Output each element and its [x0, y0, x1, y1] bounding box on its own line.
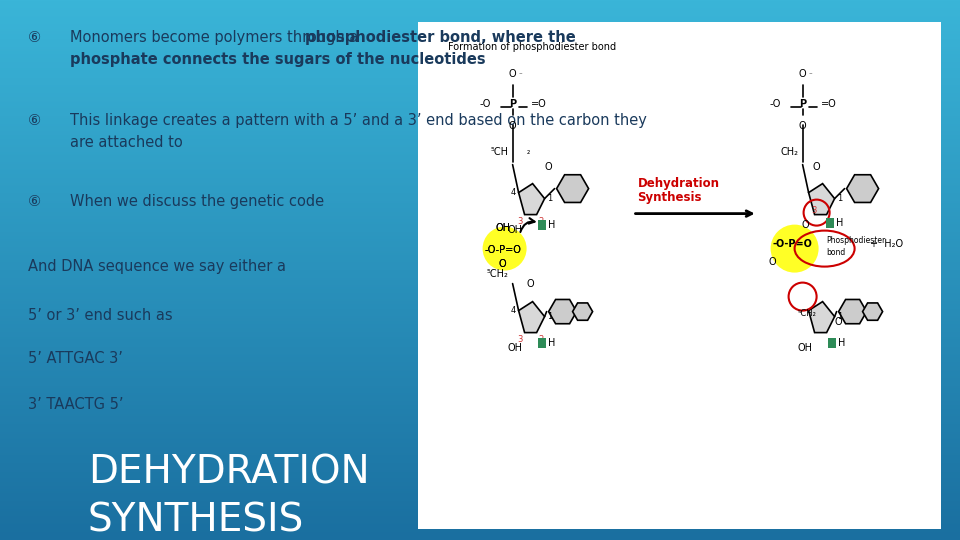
Text: O: O — [499, 259, 507, 268]
Text: O: O — [834, 316, 842, 327]
Bar — [828, 338, 835, 348]
Circle shape — [483, 227, 527, 271]
Text: are attached to: are attached to — [70, 136, 182, 151]
Text: phosphate connects the sugars of the nucleotides: phosphate connects the sugars of the nuc… — [70, 52, 486, 67]
Polygon shape — [572, 303, 592, 320]
Text: 5’ ATTGAC 3’: 5’ ATTGAC 3’ — [28, 351, 123, 366]
Polygon shape — [839, 300, 867, 323]
Text: ⑥: ⑥ — [28, 30, 41, 45]
Text: 4: 4 — [511, 188, 516, 197]
Text: O: O — [509, 120, 516, 131]
Text: phosphodiester bond, where the: phosphodiester bond, where the — [305, 30, 576, 45]
Text: OH: OH — [508, 225, 522, 234]
Text: ⁻: ⁻ — [518, 72, 522, 79]
Text: O: O — [799, 120, 806, 131]
Text: 3’ TAACTG 5’: 3’ TAACTG 5’ — [28, 397, 124, 412]
Text: H: H — [547, 220, 555, 229]
Text: 5’ or 3’ end such as: 5’ or 3’ end such as — [28, 308, 173, 323]
Text: O: O — [769, 256, 777, 267]
Text: 4: 4 — [511, 306, 516, 315]
Text: P: P — [799, 99, 806, 109]
Polygon shape — [548, 300, 577, 323]
Text: +  H₂O: + H₂O — [870, 239, 902, 248]
Text: O: O — [544, 161, 552, 172]
Polygon shape — [518, 302, 544, 333]
Circle shape — [771, 225, 819, 273]
Text: O: O — [527, 279, 534, 288]
Text: 3: 3 — [517, 217, 522, 226]
Text: OH: OH — [495, 222, 510, 233]
Text: O: O — [812, 161, 820, 172]
Text: H: H — [547, 338, 555, 348]
Text: 1: 1 — [546, 194, 552, 203]
Text: CH₂: CH₂ — [780, 146, 799, 157]
Polygon shape — [847, 175, 878, 202]
Text: ⁵CH: ⁵CH — [491, 146, 509, 157]
Bar — [418, 22, 941, 529]
Polygon shape — [863, 303, 882, 320]
Text: H: H — [835, 218, 843, 227]
Text: P: P — [509, 99, 516, 109]
Text: -O-P=O: -O-P=O — [773, 239, 812, 248]
Polygon shape — [557, 175, 588, 202]
Text: O: O — [802, 220, 809, 229]
Text: O: O — [799, 69, 806, 79]
Bar — [538, 338, 545, 348]
Text: ⑥: ⑥ — [28, 194, 41, 210]
Text: Monomers become polymers through a: Monomers become polymers through a — [70, 30, 363, 45]
Text: 2: 2 — [539, 335, 544, 343]
Text: =O: =O — [531, 99, 546, 109]
Text: When we discuss the genetic code: When we discuss the genetic code — [70, 194, 324, 210]
Text: O: O — [509, 69, 516, 79]
Text: Phosphodiester: Phosphodiester — [827, 236, 886, 245]
Text: This linkage creates a pattern with a 5’ and a 3’ end based on the carbon they: This linkage creates a pattern with a 5’… — [70, 113, 647, 129]
Text: 3: 3 — [517, 335, 522, 343]
Polygon shape — [518, 184, 544, 214]
Text: SYNTHESIS: SYNTHESIS — [88, 502, 304, 539]
Text: ⁵CH₂: ⁵CH₂ — [487, 268, 509, 279]
Bar — [538, 220, 545, 229]
Text: ⁵CH₂: ⁵CH₂ — [798, 308, 817, 318]
Text: Synthesis: Synthesis — [637, 191, 702, 204]
Text: 1: 1 — [836, 194, 842, 203]
Text: 1: 1 — [546, 312, 552, 321]
Text: H: H — [837, 338, 845, 348]
Text: -O-P=O: -O-P=O — [484, 245, 521, 254]
Bar — [826, 218, 833, 227]
Text: O: O — [499, 259, 507, 268]
Text: ⁻: ⁻ — [808, 72, 812, 79]
Polygon shape — [808, 184, 834, 214]
Text: 2: 2 — [539, 217, 544, 226]
Text: -O: -O — [479, 99, 491, 109]
Text: OH: OH — [508, 342, 522, 353]
Text: OH: OH — [798, 342, 812, 353]
Polygon shape — [808, 302, 834, 333]
Text: ⑥: ⑥ — [28, 113, 41, 129]
Text: Formation of phosphodiester bond: Formation of phosphodiester bond — [447, 42, 615, 52]
Text: DEHYDRATION: DEHYDRATION — [88, 454, 370, 491]
Text: 3: 3 — [811, 206, 816, 215]
Text: OH: OH — [495, 222, 510, 233]
Text: =O: =O — [821, 99, 836, 109]
Text: ₂: ₂ — [527, 147, 530, 156]
Text: 1: 1 — [836, 312, 842, 321]
Text: bond: bond — [827, 248, 846, 257]
Text: -O: -O — [769, 99, 780, 109]
Text: And DNA sequence we say either a: And DNA sequence we say either a — [28, 259, 286, 274]
Text: Dehydration: Dehydration — [637, 177, 720, 190]
Text: -O-P=O: -O-P=O — [484, 245, 521, 254]
